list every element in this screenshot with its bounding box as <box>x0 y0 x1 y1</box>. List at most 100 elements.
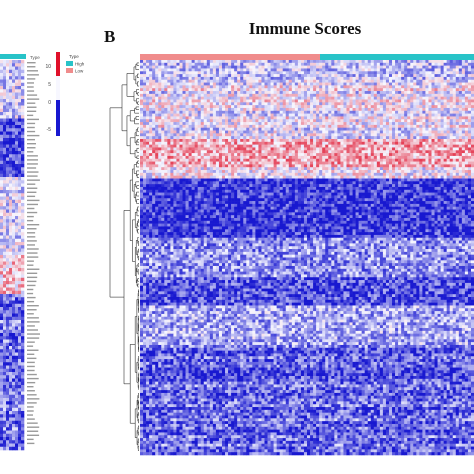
panel-b-cell <box>328 144 332 148</box>
panel-b-cell <box>161 62 165 66</box>
panel-b-cell <box>334 141 338 145</box>
panel-a-cell <box>0 186 4 191</box>
panel-b-cell <box>276 105 280 109</box>
panel-b-cell <box>158 91 162 95</box>
panel-a-cell <box>15 320 19 324</box>
panel-b-cell <box>322 147 326 151</box>
panel-b-cell <box>246 119 250 123</box>
panel-a-cell <box>15 229 19 233</box>
panel-b-cell <box>252 147 256 151</box>
panel-b-cell <box>419 110 423 114</box>
panel-b-cell <box>158 62 162 66</box>
panel-a-cell <box>9 102 13 106</box>
panel-a-cell <box>21 268 25 272</box>
panel-b-cell <box>398 85 402 89</box>
panel-b-cell <box>376 113 381 117</box>
panel-b-cell <box>467 136 472 140</box>
panel-b-cell <box>367 139 372 143</box>
panel-a-cell <box>6 446 10 451</box>
panel-b-cell <box>158 85 162 89</box>
panel-a-cell <box>3 144 7 149</box>
panel-a-cell <box>12 89 16 93</box>
panel-b-cell <box>395 85 399 89</box>
panel-b-cell <box>173 147 177 151</box>
panel-b-cell <box>179 122 183 126</box>
panel-b-cell <box>410 102 414 106</box>
panel-b-cell <box>258 60 262 64</box>
panel-b-cell <box>149 96 153 100</box>
panel-a-cell <box>9 66 13 71</box>
panel-b-cell <box>346 127 350 131</box>
panel-b-cell <box>143 65 147 69</box>
panel-b-cell <box>228 88 232 92</box>
panel-b-cell <box>322 96 326 100</box>
panel-a-row-label-mark <box>27 353 35 355</box>
panel-b-cell <box>431 93 435 97</box>
panel-b-cell <box>458 76 463 81</box>
panel-b-cell <box>297 68 302 72</box>
panel-b-cell <box>434 79 438 83</box>
panel-b-cell <box>152 85 156 89</box>
panel-b-cell <box>343 144 347 148</box>
panel-a-cell <box>9 160 13 165</box>
panel-a-cell <box>3 310 7 314</box>
panel-b-cell <box>267 74 271 78</box>
panel-a-cell <box>15 326 19 331</box>
panel-b-cell <box>355 136 359 140</box>
panel-b-cell <box>358 93 362 97</box>
panel-a-cell <box>9 378 13 383</box>
panel-a-cell <box>15 284 19 288</box>
panel-a-cell <box>12 245 16 249</box>
panel-a-cell <box>15 446 19 451</box>
panel-b-cell <box>194 74 198 78</box>
panel-b-cell <box>231 147 235 151</box>
panel-b-cell <box>434 141 438 145</box>
panel-b-cell <box>167 127 171 131</box>
panel-b-cell <box>221 88 226 92</box>
panel-b-cell <box>370 96 375 100</box>
panel-b-cell <box>264 76 268 81</box>
panel-b-cell <box>282 147 287 151</box>
panel-a-cell <box>18 391 22 396</box>
panel-b-cell <box>249 68 253 72</box>
panel-a-cell <box>21 229 25 233</box>
panel-b-cell <box>419 116 423 120</box>
panel-a-row-label-mark <box>27 333 40 335</box>
panel-a-cell <box>0 355 4 360</box>
panel-b-cell <box>349 91 353 95</box>
panel-b-cell <box>349 122 353 126</box>
panel-a-cell <box>12 69 16 74</box>
panel-b-cell <box>264 130 268 134</box>
panel-b-cell <box>185 127 189 131</box>
panel-b-cell <box>328 102 332 106</box>
panel-a-cell <box>3 206 7 210</box>
panel-b-cell <box>209 119 214 123</box>
panel-b-cell <box>146 85 150 89</box>
panel-b-cell <box>437 130 441 134</box>
panel-b-cell <box>240 107 244 112</box>
panel-a-cell <box>21 173 25 178</box>
panel-b-cell <box>398 130 402 134</box>
panel-b-cell <box>188 116 192 120</box>
panel-b-cell <box>158 93 162 97</box>
panel-b-cell <box>425 85 429 89</box>
panel-b-cell <box>325 82 329 86</box>
panel-a-cell <box>3 177 7 181</box>
panel-b-cell <box>197 76 202 81</box>
panel-b-cell <box>404 130 408 134</box>
panel-b-cell <box>273 93 277 97</box>
panel-b-cell <box>428 107 432 112</box>
panel-a-cell <box>9 251 13 256</box>
panel-a-cell <box>0 128 4 132</box>
panel-b-cell <box>143 102 147 106</box>
panel-a-cell <box>3 216 7 220</box>
panel-b-cell <box>255 99 259 103</box>
panel-b-cell <box>240 85 244 89</box>
panel-a-cell <box>3 134 7 139</box>
panel-b-cell <box>437 93 441 97</box>
panel-b-cell <box>382 82 387 86</box>
panel-b-cell <box>228 139 232 143</box>
panel-b-cell <box>346 136 350 140</box>
panel-b-cell <box>264 136 268 140</box>
panel-a-cell <box>3 394 7 399</box>
